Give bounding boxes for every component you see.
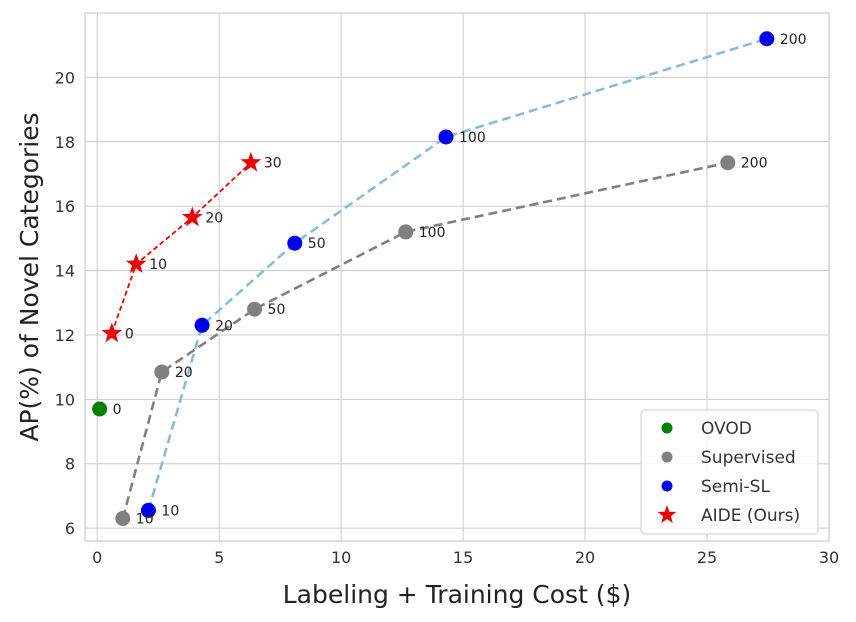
legend-ovod-marker bbox=[662, 423, 673, 434]
aide-ours-point-label: 0 bbox=[125, 326, 134, 342]
y-tick-label: 18 bbox=[55, 133, 75, 152]
legend-supervised-label: Supervised bbox=[701, 448, 796, 468]
supervised-point-label: 100 bbox=[419, 225, 446, 241]
supervised-point bbox=[398, 224, 413, 239]
y-tick-label: 10 bbox=[55, 390, 75, 409]
legend-aide-ours-label: AIDE (Ours) bbox=[701, 506, 800, 526]
semi-sl-point bbox=[759, 31, 774, 46]
x-tick-label: 10 bbox=[331, 548, 351, 567]
semi-sl-point bbox=[439, 129, 454, 144]
semi-sl-point-label: 10 bbox=[161, 503, 179, 519]
x-tick-label: 20 bbox=[575, 548, 595, 567]
aide-ours-point-label: 30 bbox=[264, 156, 282, 172]
x-axis-label: Labeling + Training Cost ($) bbox=[283, 580, 631, 609]
y-tick-label: 14 bbox=[55, 262, 75, 281]
legend-semi-sl-marker bbox=[662, 481, 673, 492]
y-tick-label: 20 bbox=[55, 68, 75, 87]
y-tick-label: 8 bbox=[65, 455, 75, 474]
supervised-point bbox=[247, 302, 262, 317]
semi-sl-point-label: 200 bbox=[780, 32, 807, 48]
legend-supervised-marker bbox=[662, 452, 673, 463]
supervised-point bbox=[154, 364, 169, 379]
supervised-point-label: 200 bbox=[741, 156, 768, 172]
semi-sl-point-label: 100 bbox=[459, 130, 486, 146]
semi-sl-point-label: 20 bbox=[215, 318, 233, 334]
supervised-point-label: 20 bbox=[175, 365, 193, 381]
aide-ours-point-label: 10 bbox=[149, 257, 167, 273]
ovod-point bbox=[92, 402, 107, 417]
supervised-point bbox=[115, 511, 130, 526]
aide-ours-point-label: 20 bbox=[205, 210, 223, 226]
legend-ovod-label: OVOD bbox=[701, 419, 752, 439]
semi-sl-point bbox=[287, 236, 302, 251]
x-tick-label: 0 bbox=[92, 548, 102, 567]
semi-sl-point bbox=[195, 318, 210, 333]
y-axis-label: AP(%) of Novel Categories bbox=[15, 112, 44, 441]
y-tick-label: 12 bbox=[55, 326, 75, 345]
x-tick-label: 5 bbox=[214, 548, 224, 567]
supervised-point bbox=[720, 155, 735, 170]
y-tick-label: 16 bbox=[55, 197, 75, 216]
legend-semi-sl-label: Semi-SL bbox=[701, 477, 770, 497]
x-tick-label: 30 bbox=[819, 548, 839, 567]
x-tick-label: 15 bbox=[453, 548, 473, 567]
ovod-point-label: 0 bbox=[113, 402, 122, 418]
x-tick-label: 25 bbox=[697, 548, 717, 567]
supervised-point-label: 10 bbox=[136, 511, 154, 527]
semi-sl-point-label: 50 bbox=[308, 236, 326, 252]
legend: OVOD Supervised Semi-SL AIDE (Ours) bbox=[641, 410, 818, 534]
supervised-point-label: 50 bbox=[268, 302, 286, 318]
y-tick-label: 6 bbox=[65, 519, 75, 538]
